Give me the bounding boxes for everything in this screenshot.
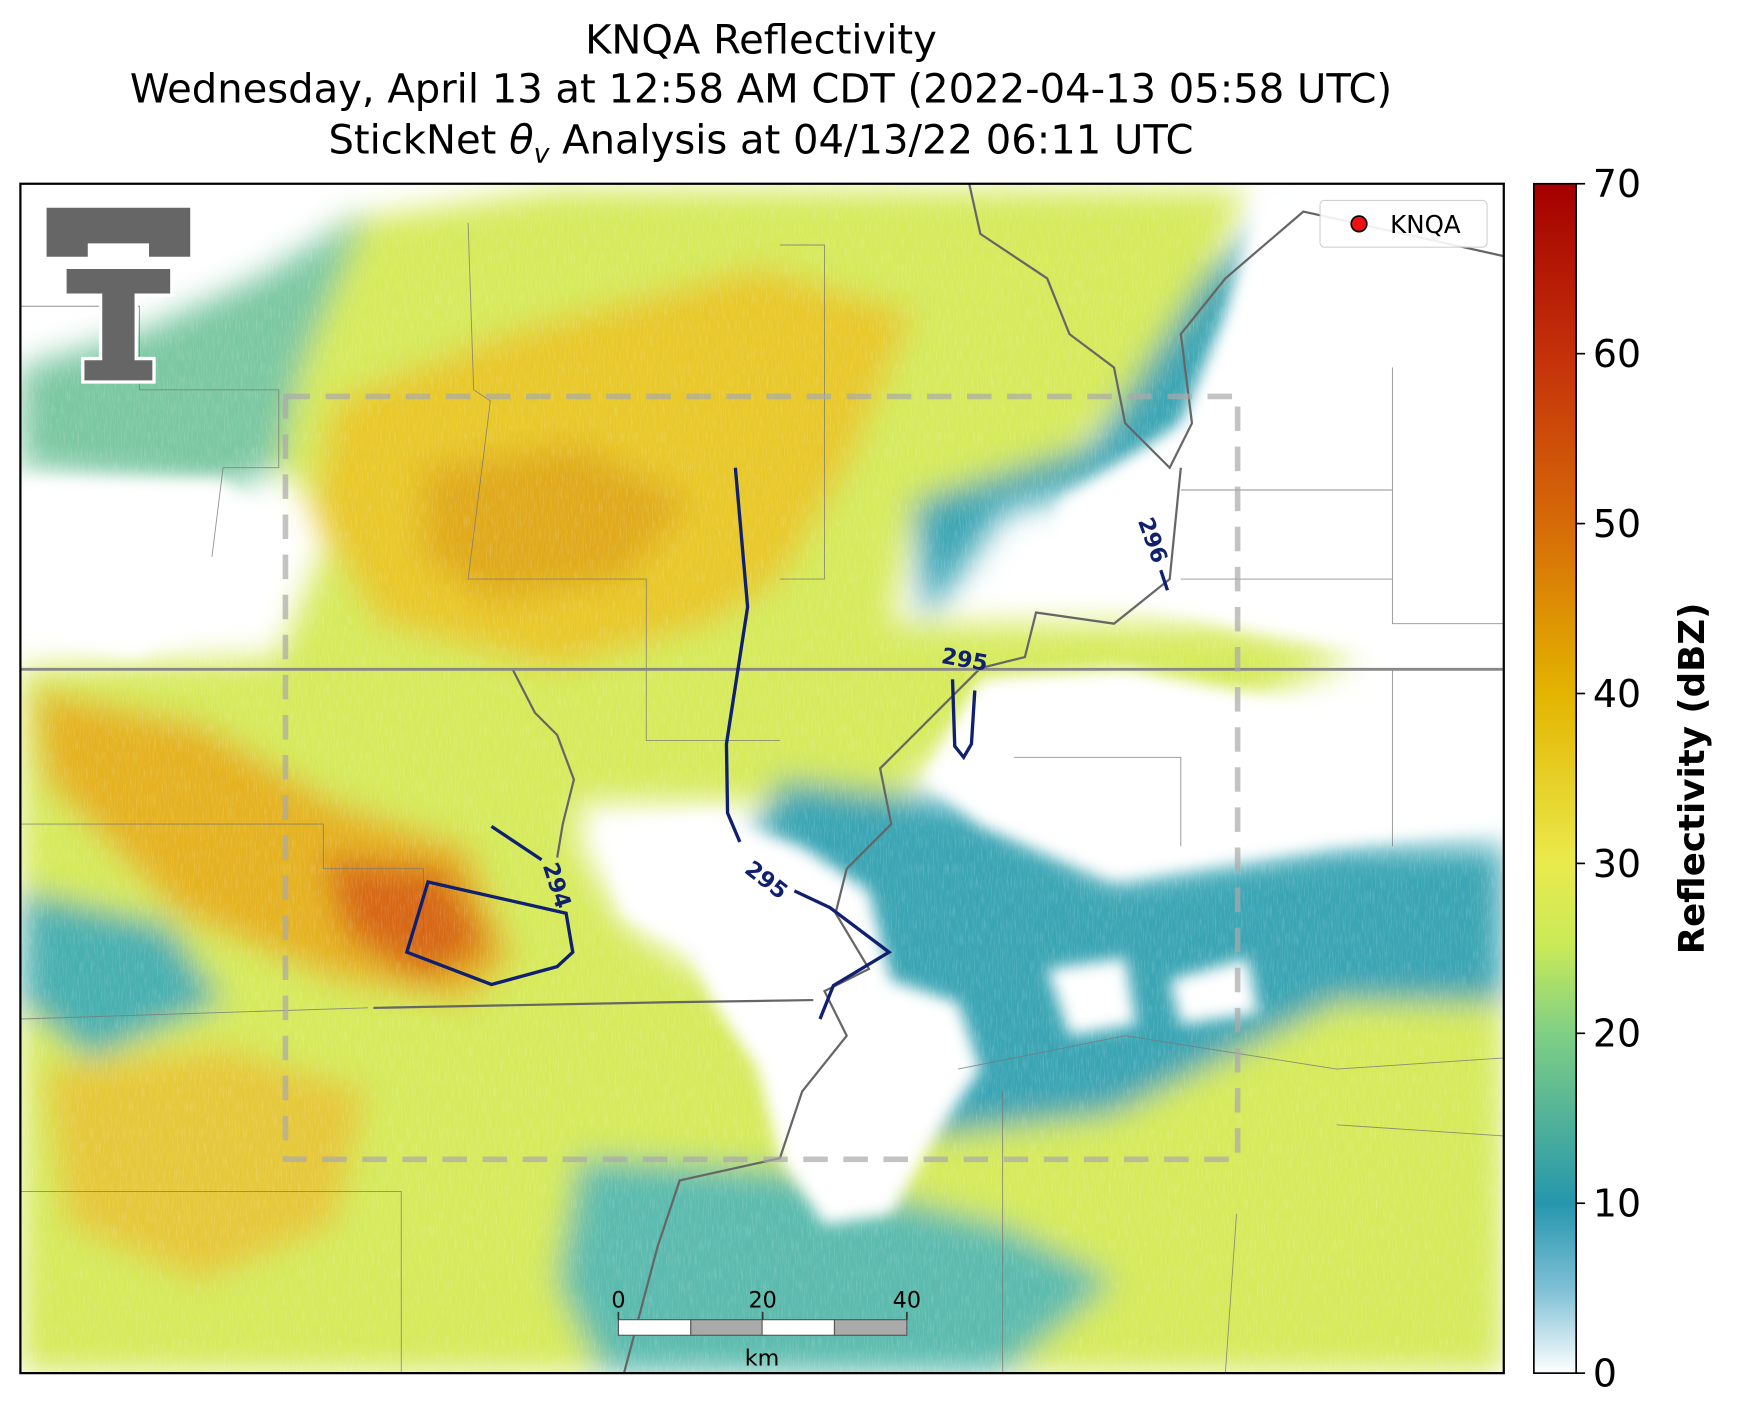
analysis-domain [282,393,1241,1163]
title-line: StickNet θv Analysis at 04/13/22 06:11 U… [328,118,1193,170]
contour-line [950,679,977,761]
radar-map: 294 295 295 296 KNQA km 0 20 40 [20,183,1504,1374]
legend: KNQA [1319,199,1488,248]
theta: θ [509,118,534,164]
theta-v-contours [404,467,1170,1020]
colorbar-tick-label: 10 [1593,1182,1641,1226]
logo [43,204,194,384]
title-text: Analysis at 04/13/22 06:11 UTC [549,118,1193,164]
map-frame [19,182,1505,1375]
colorbar-tick-label: 20 [1593,1012,1641,1056]
scale-unit: km [745,1345,780,1371]
colorbar: Reflectivity (dBZ) 0 10 20 30 40 50 60 70 [1533,162,1713,1395]
colorbar-tick-label: 50 [1593,502,1641,546]
colorbar-tick-label: 70 [1593,162,1641,206]
colorbar-label: Reflectivity (dBZ) [1672,603,1713,955]
contour-line [1159,569,1170,591]
legend-label: KNQA [1390,210,1461,239]
scale-tick-label: 0 [611,1287,625,1313]
title: KNQA Reflectivity Wednesday, April 13 at… [130,17,1392,169]
subscript: v [534,139,551,170]
title-line: Wednesday, April 13 at 12:58 AM CDT (202… [130,66,1392,112]
colorbar-tick-label: 60 [1593,332,1641,376]
title-text: StickNet [328,118,509,164]
colorbar-tick-label: 30 [1593,842,1641,886]
contour-line [724,467,893,1020]
colorbar-tick-label: 40 [1593,672,1641,716]
scale-tick-label: 40 [893,1287,921,1313]
title-line: KNQA Reflectivity [585,17,937,63]
scale-tick-label: 20 [748,1287,776,1313]
scale-bar: km 0 20 40 [611,1287,921,1371]
contour-line [404,824,575,987]
radar-marker [1350,215,1368,233]
colorbar-tick-label: 0 [1593,1351,1617,1395]
colorbar-scale [1533,182,1578,1374]
